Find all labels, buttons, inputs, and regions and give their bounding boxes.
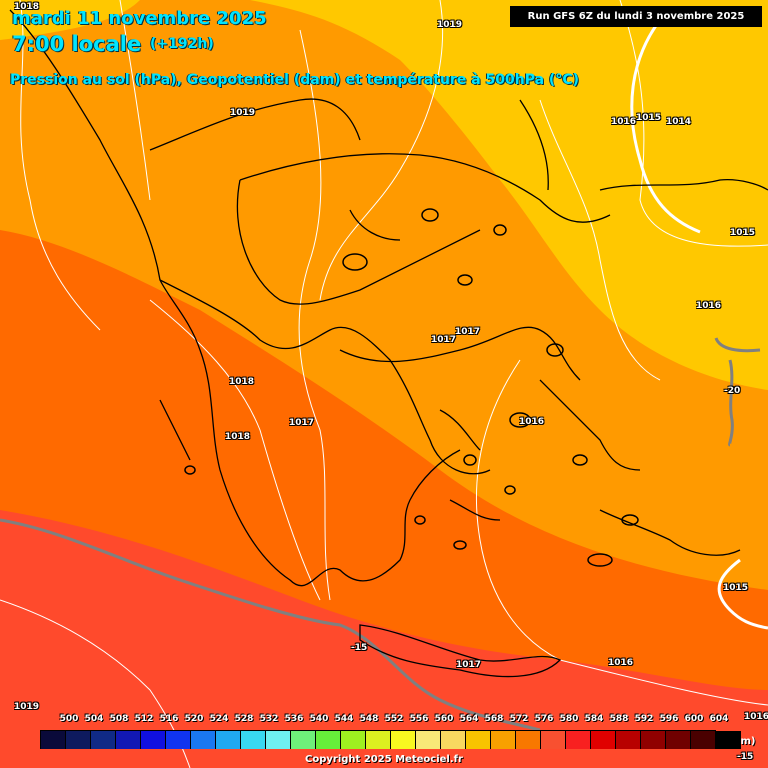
legend-tick: 592 — [634, 714, 654, 724]
legend-swatch — [716, 731, 741, 749]
legend-swatch — [116, 731, 141, 749]
legend-tick: 552 — [384, 714, 404, 724]
legend-tick: 596 — [659, 714, 679, 724]
legend-tick: 504 — [84, 714, 104, 724]
pressure-label: 1019 — [437, 20, 463, 30]
legend-tick: 524 — [209, 714, 229, 724]
legend-tick: 544 — [334, 714, 354, 724]
legend-tick: 500 — [59, 714, 79, 724]
legend-swatch — [691, 731, 716, 749]
legend-swatch — [591, 731, 616, 749]
legend-swatch — [316, 731, 341, 749]
legend-swatch — [241, 731, 266, 749]
legend-tick: 528 — [234, 714, 254, 724]
legend-swatch — [641, 731, 666, 749]
legend-swatch — [366, 731, 391, 749]
pressure-label: 1015 — [636, 113, 662, 123]
legend-swatch — [391, 731, 416, 749]
legend-tick: 540 — [309, 714, 329, 724]
temperature-label: -15 — [737, 752, 754, 762]
isotherm-minus15 — [0, 518, 541, 732]
legend-swatch — [666, 731, 691, 749]
legend-tick: 572 — [509, 714, 529, 724]
legend-swatch — [541, 731, 566, 749]
legend-tick: 508 — [109, 714, 129, 724]
pressure-label: 1016 — [519, 417, 545, 427]
pressure-label: 1015 — [730, 228, 756, 238]
legend-swatch — [266, 731, 291, 749]
legend-tick: 564 — [459, 714, 479, 724]
pressure-label: 1018 — [225, 432, 251, 442]
pressure-label: 1017 — [455, 327, 481, 337]
pressure-label: 1015 — [723, 583, 749, 593]
forecast-offset: (+192h) — [150, 36, 214, 52]
pressure-label: 1016 — [611, 117, 637, 127]
legend-tick: 576 — [534, 714, 554, 724]
forecast-date: mardi 11 novembre 2025 — [12, 8, 267, 29]
legend-swatch — [191, 731, 216, 749]
pressure-label: 1017 — [289, 418, 315, 428]
isotherm-minus20 — [714, 337, 761, 447]
legend-swatch — [41, 731, 66, 749]
legend-swatch — [91, 731, 116, 749]
run-info: Run GFS 6Z du lundi 3 novembre 2025 — [510, 6, 762, 27]
legend-tick: 520 — [184, 714, 204, 724]
pressure-label: 1017 — [431, 335, 457, 345]
pressure-label: 1019 — [230, 108, 256, 118]
legend-tick: 604 — [709, 714, 729, 724]
legend-tick: 584 — [584, 714, 604, 724]
pressure-label: 1017 — [456, 660, 482, 670]
legend-swatch — [566, 731, 591, 749]
legend-swatch — [466, 731, 491, 749]
pressure-label: 1016 — [608, 658, 634, 668]
legend-tick: 560 — [434, 714, 454, 724]
legend-tick: 600 — [684, 714, 704, 724]
islands — [184, 208, 639, 567]
band-564-nw — [0, 0, 140, 40]
legend-swatch — [341, 731, 366, 749]
pressure-label: 1014 — [666, 117, 692, 127]
legend-swatch — [166, 731, 191, 749]
pressure-label: 1019 — [14, 702, 40, 712]
temperature-label: -20 — [724, 386, 741, 396]
copyright: Copyright 2025 Meteociel.fr — [305, 754, 463, 765]
band-576 — [0, 510, 768, 768]
legend-swatch — [616, 731, 641, 749]
legend-swatch — [291, 731, 316, 749]
legend-tick: 532 — [259, 714, 279, 724]
legend-tick: 548 — [359, 714, 379, 724]
legend-tick: 568 — [484, 714, 504, 724]
legend-tick: 588 — [609, 714, 629, 724]
legend-swatch — [516, 731, 541, 749]
legend-tick: 516 — [159, 714, 179, 724]
legend-swatch — [66, 731, 91, 749]
pressure-label: 1016 — [696, 301, 722, 311]
legend-tick: 580 — [559, 714, 579, 724]
legend-tick: 536 — [284, 714, 304, 724]
legend-tick: 512 — [134, 714, 154, 724]
pressure-label: 1018 — [14, 2, 40, 12]
isobar-1015-bold-se — [717, 558, 768, 630]
temperature-label: -15 — [351, 643, 368, 653]
legend-swatch — [416, 731, 441, 749]
pressure-label: 1018 — [229, 377, 255, 387]
isobar-1015-bold — [630, 19, 701, 234]
legend-swatch — [491, 731, 516, 749]
forecast-time: 7:00 locale — [12, 32, 142, 56]
band-564 — [250, 0, 768, 390]
coastlines — [9, 9, 768, 678]
legend-swatch — [441, 731, 466, 749]
pressure-label: 1016 — [744, 712, 768, 722]
legend-swatch — [216, 731, 241, 749]
map-subtitle: Pression au sol (hPa), Geopotentiel (dam… — [10, 72, 579, 88]
legend-tick: 556 — [409, 714, 429, 724]
legend-swatch — [141, 731, 166, 749]
